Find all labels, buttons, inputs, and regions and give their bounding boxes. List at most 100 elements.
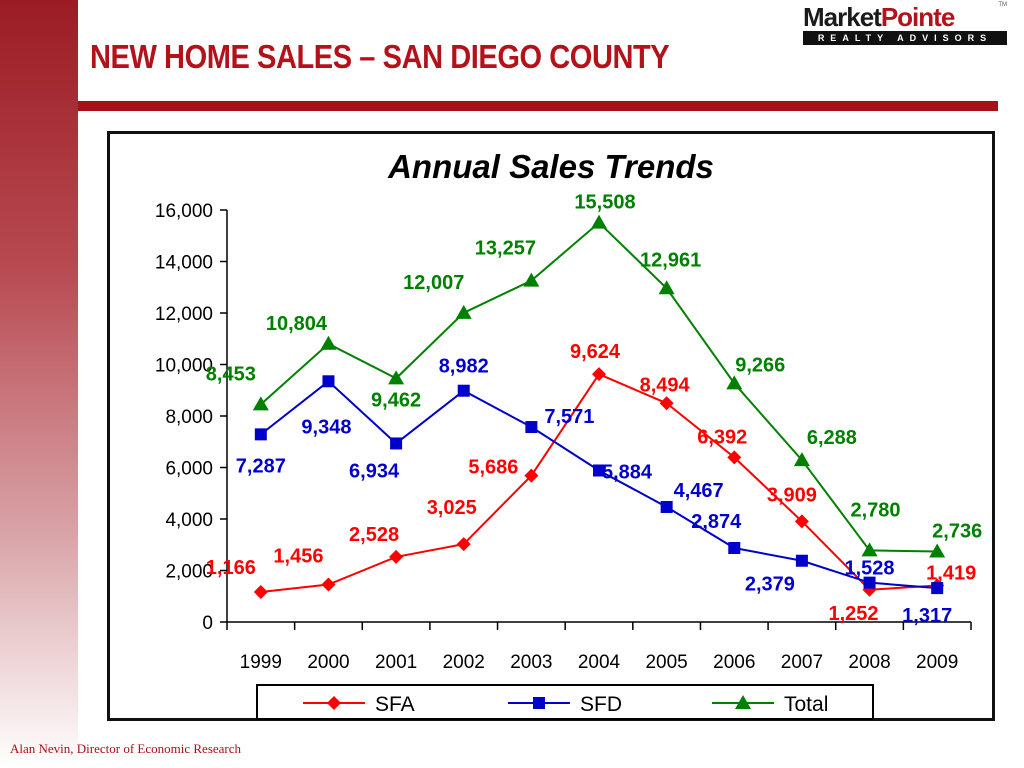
sfa-data-label: 3,025 bbox=[427, 497, 477, 519]
sfa-point bbox=[727, 450, 742, 465]
logo-wordmark: MarketPointe bbox=[803, 2, 955, 33]
total-point bbox=[861, 542, 878, 557]
sfa-point bbox=[524, 468, 539, 483]
total-data-label: 10,804 bbox=[266, 313, 328, 335]
sfa-data-label: 1,456 bbox=[273, 546, 323, 568]
sfa-point bbox=[253, 584, 268, 599]
title-divider bbox=[78, 101, 998, 111]
y-tick-label: 10,000 bbox=[155, 356, 213, 377]
total-point bbox=[658, 280, 675, 295]
left-accent-bar bbox=[0, 0, 78, 768]
x-tick-label: 2009 bbox=[916, 652, 958, 673]
company-logo: MarketPointe TM REALTY ADVISORS bbox=[803, 2, 1007, 46]
sfa-data-label: 9,624 bbox=[570, 341, 621, 363]
total-point bbox=[726, 375, 743, 390]
total-data-label: 8,453 bbox=[206, 363, 256, 385]
sfd-point bbox=[795, 554, 808, 567]
logo-trademark: TM bbox=[998, 2, 1007, 8]
y-tick-label: 8,000 bbox=[165, 407, 213, 428]
x-tick-label: 2004 bbox=[578, 652, 621, 673]
sfd-point bbox=[660, 500, 673, 513]
sfd-data-label: 7,571 bbox=[544, 406, 594, 428]
sfa-data-label: 1,419 bbox=[926, 562, 976, 584]
x-tick-label: 1999 bbox=[240, 652, 282, 673]
footer-credit: Alan Nevin, Director of Economic Researc… bbox=[10, 741, 242, 756]
sfd-point bbox=[593, 464, 605, 477]
x-tick-label: 2002 bbox=[443, 652, 485, 673]
y-tick-label: 2,000 bbox=[165, 562, 213, 583]
total-data-label: 15,508 bbox=[574, 192, 635, 214]
sfa-point bbox=[389, 549, 404, 564]
x-tick-label: 2000 bbox=[307, 652, 349, 673]
sfd-data-label: 5,884 bbox=[602, 461, 653, 483]
sfa-data-label: 3,909 bbox=[767, 484, 817, 506]
total-data-label: 9,462 bbox=[371, 389, 421, 411]
sfa-data-label: 5,686 bbox=[468, 457, 518, 479]
x-tick-label: 2005 bbox=[645, 652, 687, 673]
sfd-data-label: 1,528 bbox=[845, 558, 895, 580]
total-data-label: 2,780 bbox=[851, 499, 901, 521]
sfd-data-label: 7,287 bbox=[236, 455, 286, 477]
sfd-data-label: 8,982 bbox=[439, 356, 489, 378]
sfa-point bbox=[456, 537, 471, 552]
sfa-data-label: 1,166 bbox=[206, 557, 256, 579]
y-tick-label: 16,000 bbox=[155, 201, 213, 222]
total-data-label: 12,007 bbox=[403, 272, 464, 294]
sfd-legend-marker bbox=[533, 697, 545, 709]
x-tick-label: 2003 bbox=[510, 652, 552, 673]
sfd-point bbox=[322, 375, 335, 388]
page-title: NEW HOME SALES – SAN DIEGO COUNTY bbox=[90, 38, 670, 75]
total-point bbox=[523, 272, 540, 287]
sfd-point bbox=[254, 428, 267, 441]
sfa-series-line bbox=[260, 372, 938, 593]
total-data-label: 13,257 bbox=[475, 238, 536, 260]
logo-name-part1: Market bbox=[803, 2, 882, 32]
sfd-point bbox=[863, 576, 876, 589]
sfd-data-label: 1,317 bbox=[902, 605, 952, 627]
sfa-legend-label: SFA bbox=[375, 693, 415, 716]
annual-sales-chart: Annual Sales Trends 0 2,000 4,000 6,000 8,000… bbox=[155, 148, 982, 720]
sfa-point bbox=[794, 514, 809, 529]
sfd-data-label: 9,348 bbox=[301, 416, 351, 438]
sfd-point bbox=[390, 437, 403, 450]
sfd-data-label: 2,874 bbox=[691, 511, 742, 533]
sfa-legend-marker bbox=[327, 696, 341, 710]
total-point bbox=[929, 543, 946, 558]
sfd-point bbox=[457, 384, 470, 397]
sfa-point bbox=[592, 367, 606, 382]
sfd-point bbox=[525, 421, 538, 434]
chart-title: Annual Sales Trends bbox=[387, 148, 714, 185]
y-tick-label: 6,000 bbox=[165, 459, 213, 480]
sfa-data-label: 2,528 bbox=[349, 524, 399, 546]
total-series-line bbox=[260, 221, 938, 553]
x-tick-label: 2001 bbox=[375, 652, 417, 673]
sfa-data-label: 6,392 bbox=[697, 426, 747, 448]
sfd-data-label: 4,467 bbox=[674, 480, 724, 502]
sfd-series-line bbox=[260, 379, 938, 590]
total-point bbox=[320, 335, 337, 350]
total-data-label: 6,288 bbox=[807, 427, 857, 449]
sfa-data-label: 1,252 bbox=[829, 603, 879, 625]
sfa-data-label: 8,494 bbox=[640, 374, 691, 396]
x-tick-label: 2006 bbox=[713, 652, 755, 673]
total-data-label: 12,961 bbox=[640, 249, 701, 271]
x-tick-label: 2007 bbox=[781, 652, 823, 673]
y-tick-label: 14,000 bbox=[155, 253, 213, 274]
x-tick-label: 2008 bbox=[848, 652, 890, 673]
sfd-data-label: 6,934 bbox=[349, 460, 400, 482]
sfd-data-label: 2,379 bbox=[745, 574, 795, 596]
total-legend-label: Total bbox=[784, 693, 828, 716]
total-data-label: 2,736 bbox=[932, 521, 982, 543]
total-point bbox=[388, 370, 405, 385]
sfa-point bbox=[659, 396, 674, 411]
total-legend-marker bbox=[735, 695, 751, 709]
total-point bbox=[252, 396, 269, 411]
sfd-point bbox=[728, 541, 741, 554]
total-point bbox=[455, 304, 472, 319]
y-tick-label: 4,000 bbox=[165, 510, 213, 531]
sfa-point bbox=[321, 577, 336, 592]
y-tick-label: 0 bbox=[202, 613, 213, 634]
y-tick-label: 12,000 bbox=[155, 304, 213, 325]
sfd-point bbox=[931, 582, 944, 595]
total-point bbox=[793, 452, 810, 467]
